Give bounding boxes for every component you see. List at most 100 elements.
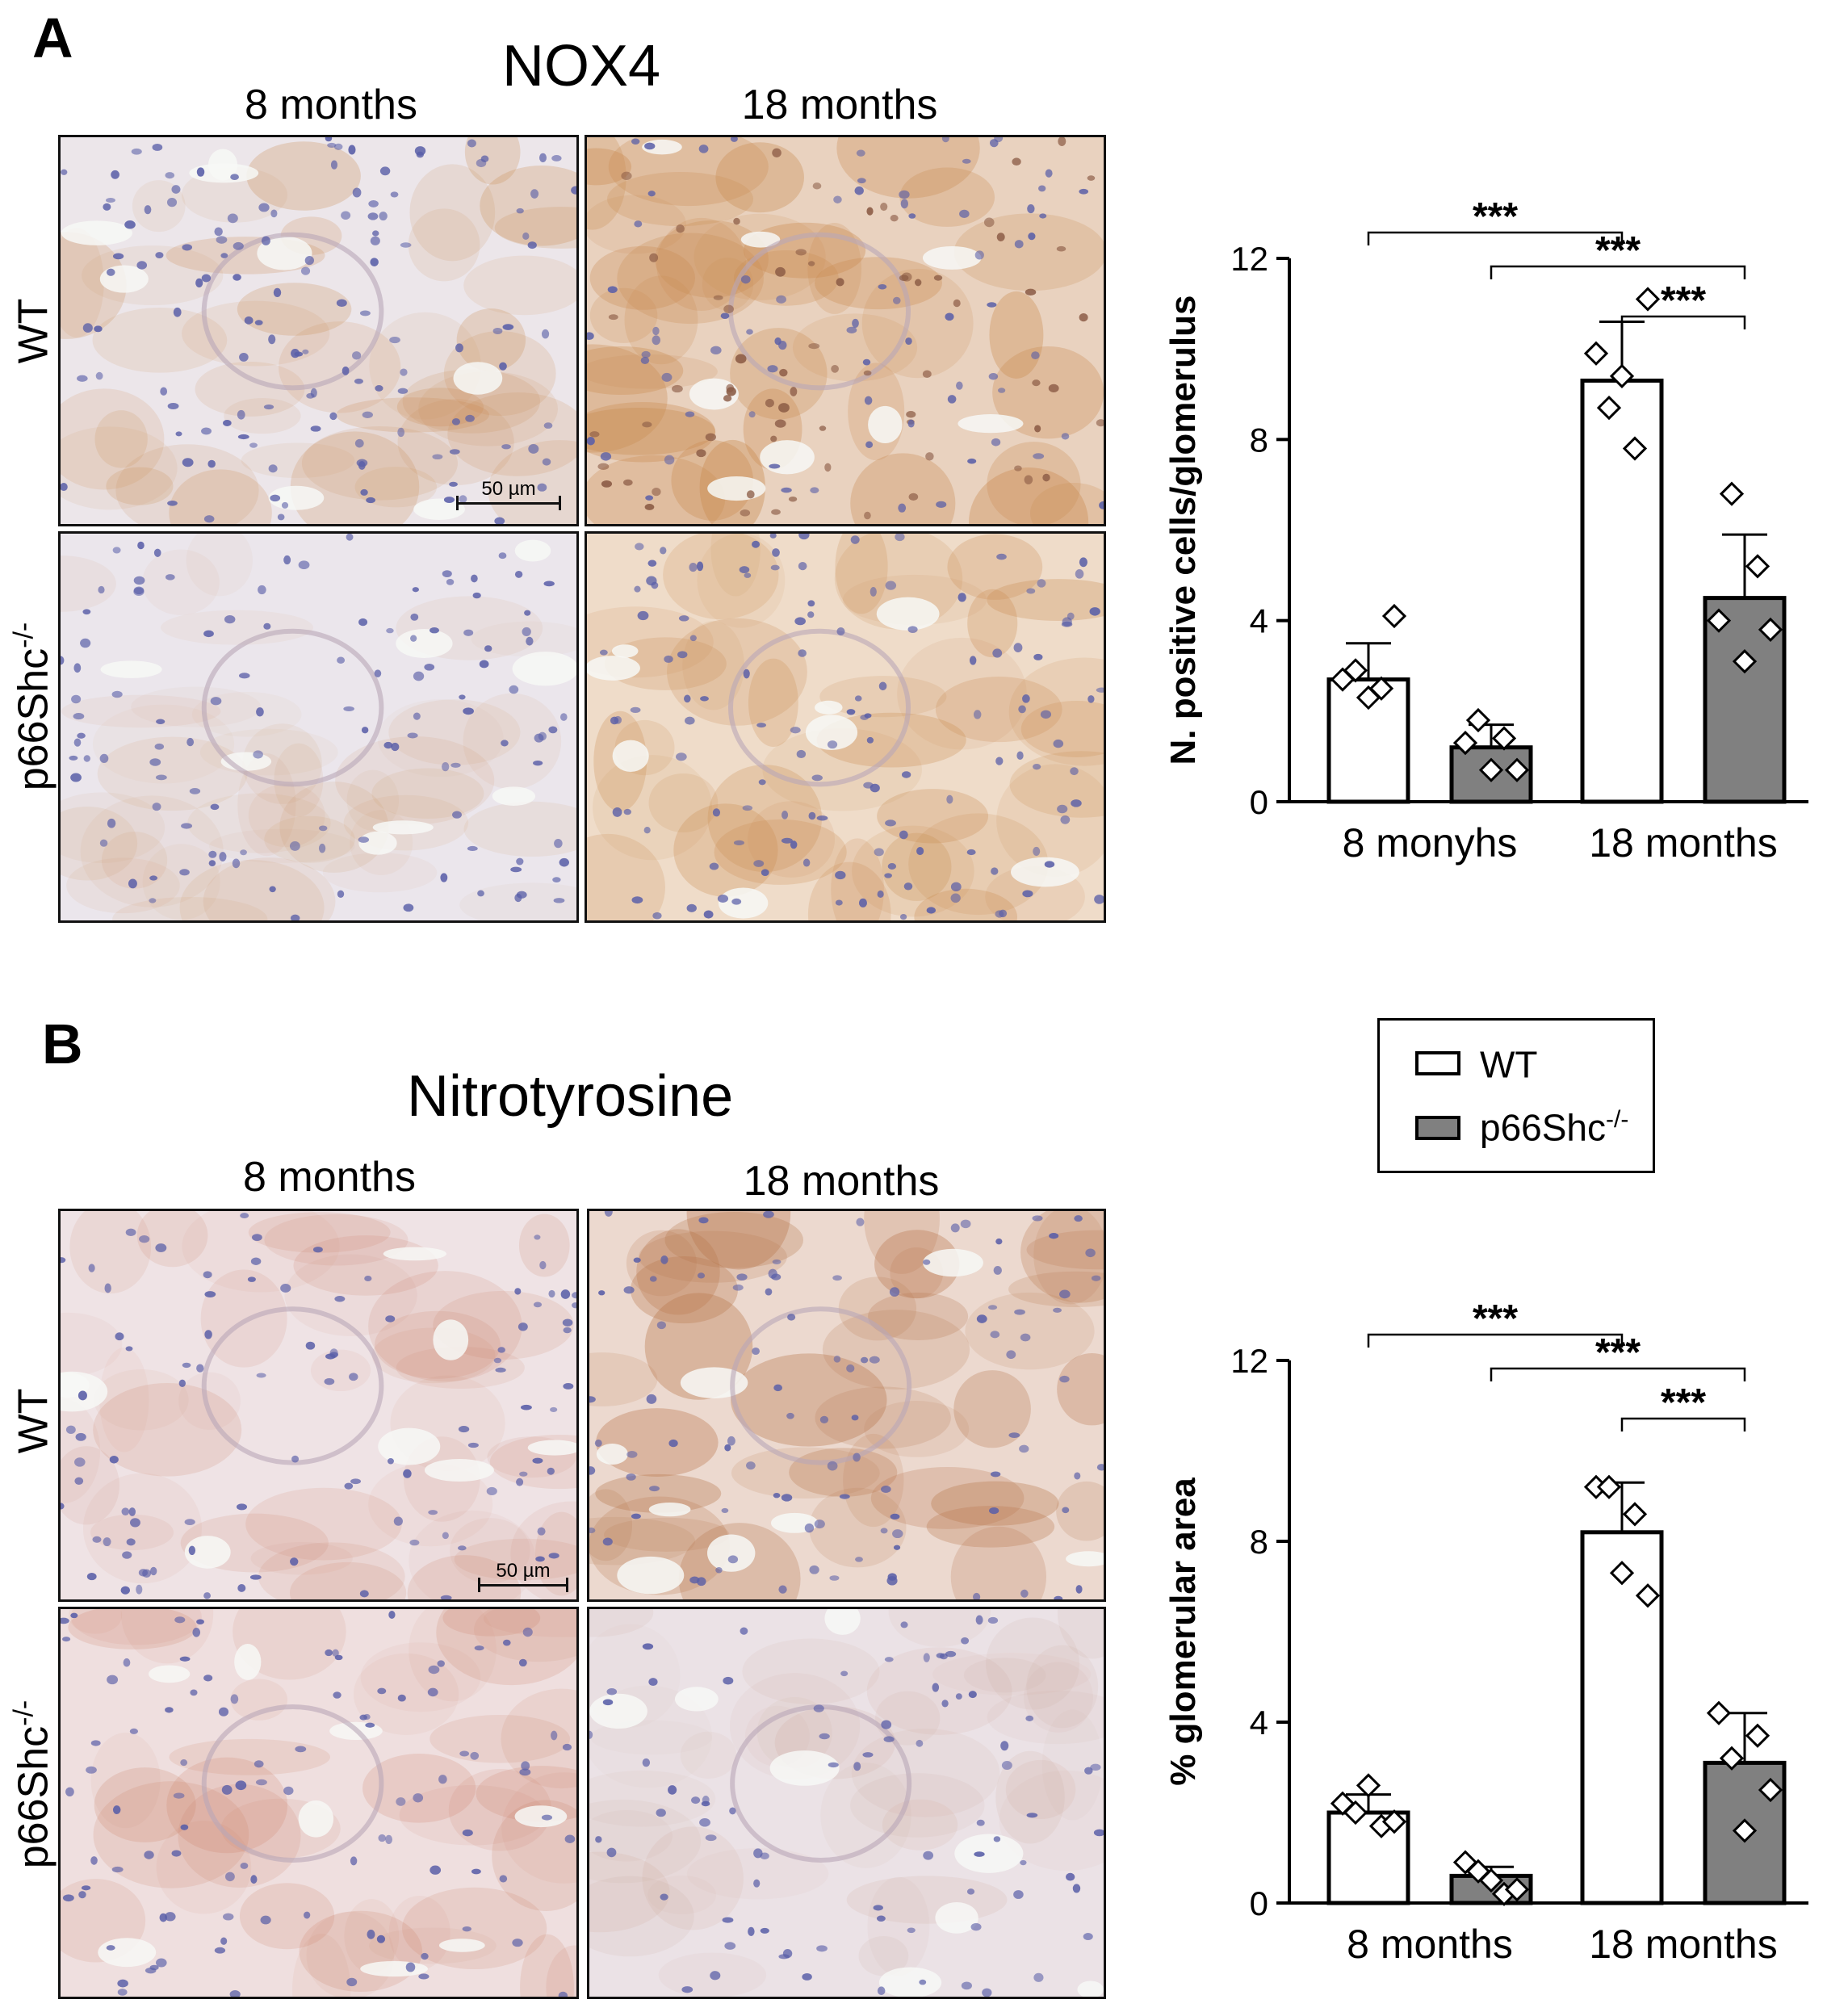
data-point: [1343, 1800, 1368, 1825]
tissue-texture: [61, 534, 576, 920]
panel-a-row-p66shc: p66Shc-/-: [8, 622, 57, 791]
significance-bracket: [1620, 1417, 1746, 1431]
data-point: [1635, 287, 1661, 312]
data-point: [1583, 341, 1609, 366]
y-axis-label: N. positive cells/glomerulus: [1163, 296, 1203, 765]
data-point: [1504, 757, 1530, 782]
panel-a-row-wt: WT: [10, 298, 57, 364]
legend: WT p66Shc-/-: [1377, 1018, 1655, 1173]
bar-wt-1: [1580, 378, 1664, 804]
data-point: [1596, 395, 1622, 421]
legend-swatch-wt: [1415, 1051, 1460, 1075]
significance-bracket: [1620, 315, 1746, 329]
micrograph-nox4-wt-18m: [585, 135, 1106, 526]
tissue-texture: [589, 1609, 1104, 1997]
data-point: [1706, 1700, 1732, 1725]
tissue-texture: [587, 534, 1104, 920]
significance-label: ***: [1595, 229, 1641, 272]
micrograph-nitro-wt-18m: [587, 1209, 1106, 1602]
y-tick-label: 12: [1230, 240, 1268, 278]
y-axis-label: % glomerular area: [1163, 1478, 1203, 1786]
data-point: [1491, 726, 1517, 751]
x-category-label-0: 8 monyhs: [1343, 820, 1518, 866]
data-point: [1635, 1583, 1661, 1608]
x-category-label-0: 8 months: [1347, 1922, 1513, 1967]
significance-bracket: [1367, 231, 1624, 245]
data-point: [1504, 1877, 1530, 1902]
scale-bar-a-label: 50 µm: [481, 478, 536, 500]
data-point: [1758, 1777, 1783, 1803]
data-point: [1381, 1809, 1407, 1834]
y-tick-label: 4: [1250, 602, 1268, 640]
micrograph-nitro-wt-8m: [58, 1209, 579, 1602]
x-category-label-1: 18 months: [1589, 1922, 1777, 1967]
tissue-texture: [587, 137, 1104, 524]
panel-a-title: NOX4: [502, 34, 661, 99]
data-point: [1343, 658, 1368, 683]
panel-a-col-8-months: 8 months: [245, 82, 417, 128]
data-point: [1465, 707, 1491, 733]
panel-b-col-18-months: 18 months: [743, 1158, 940, 1205]
data-point: [1478, 1867, 1504, 1893]
scale-bar-b-label: 50 µm: [496, 1560, 551, 1582]
data-point: [1732, 1818, 1758, 1843]
significance-label: ***: [1595, 1331, 1641, 1374]
panel-b-col-8-months: 8 months: [243, 1154, 416, 1201]
data-point: [1622, 436, 1648, 461]
micrograph-nox4-wt-8m: [58, 135, 579, 526]
tissue-texture: [61, 1609, 576, 1997]
y-tick-label: 8: [1250, 421, 1268, 459]
panel-a-col-18-months: 18 months: [741, 82, 938, 128]
chart-nitrotyrosine: % glomerular area 0 4 8 12 8 months 18 months *…: [1146, 1260, 1848, 2008]
chart-svg: N. positive cells/glomerulus 0 4 8 12 8 monyh…: [1163, 195, 1808, 866]
data-point: [1719, 481, 1745, 506]
data-point: [1706, 608, 1732, 633]
y-tick-label: 12: [1230, 1342, 1268, 1380]
chart-nox4: N. positive cells/glomerulus 0 4 8 12 8 monyh…: [1146, 161, 1848, 904]
significance-label: ***: [1473, 195, 1518, 238]
panel-b-row-p66shc: p66Shc-/-: [8, 1700, 57, 1869]
significance-label: ***: [1661, 1381, 1706, 1424]
scale-bar-a: 50 µm: [456, 478, 561, 510]
data-point: [1622, 1502, 1648, 1527]
data-point: [1381, 603, 1407, 629]
data-point: [1732, 649, 1758, 674]
y-tick-label: 8: [1250, 1523, 1268, 1561]
significance-bracket: [1367, 1333, 1624, 1348]
x-category-label-1: 18 months: [1589, 820, 1777, 866]
panel-b-title: Nitrotyrosine: [407, 1064, 734, 1129]
data-point: [1478, 757, 1504, 782]
significance-bracket: [1490, 1367, 1746, 1381]
panel-b-row-wt: WT: [10, 1388, 57, 1454]
y-tick-label: 0: [1250, 783, 1268, 821]
data-point: [1596, 1474, 1622, 1499]
micrograph-nitro-ko-18m: [587, 1607, 1106, 1999]
data-point: [1368, 676, 1394, 701]
data-point: [1745, 554, 1770, 579]
y-tick-label: 4: [1250, 1704, 1268, 1742]
micrograph-nitro-ko-8m: [58, 1607, 579, 1999]
data-point: [1719, 1746, 1745, 1771]
panel-b-letter: B: [42, 1012, 83, 1075]
micrograph-nox4-ko-18m: [585, 531, 1106, 923]
data-point: [1609, 1561, 1635, 1586]
data-point: [1356, 1773, 1381, 1798]
y-tick-label: 0: [1250, 1884, 1268, 1922]
significance-label: ***: [1473, 1297, 1518, 1340]
tissue-texture: [61, 1211, 576, 1599]
data-point: [1452, 730, 1478, 756]
data-point: [1609, 363, 1635, 388]
legend-label-p66shc: p66Shc-/-: [1480, 1106, 1629, 1149]
data-point: [1758, 617, 1783, 643]
significance-label: ***: [1661, 279, 1706, 322]
chart-svg: % glomerular area 0 4 8 12 8 months 18 months *…: [1163, 1297, 1808, 1967]
micrograph-nox4-ko-8m: [58, 531, 579, 923]
legend-label-wt: WT: [1480, 1043, 1538, 1086]
panel-a-letter: A: [32, 6, 73, 69]
scale-bar-b: 50 µm: [478, 1560, 568, 1592]
data-point: [1745, 1723, 1770, 1748]
legend-swatch-p66shc: [1415, 1116, 1460, 1140]
tissue-texture: [61, 137, 576, 524]
tissue-texture: [589, 1211, 1104, 1599]
significance-bracket: [1490, 265, 1746, 279]
